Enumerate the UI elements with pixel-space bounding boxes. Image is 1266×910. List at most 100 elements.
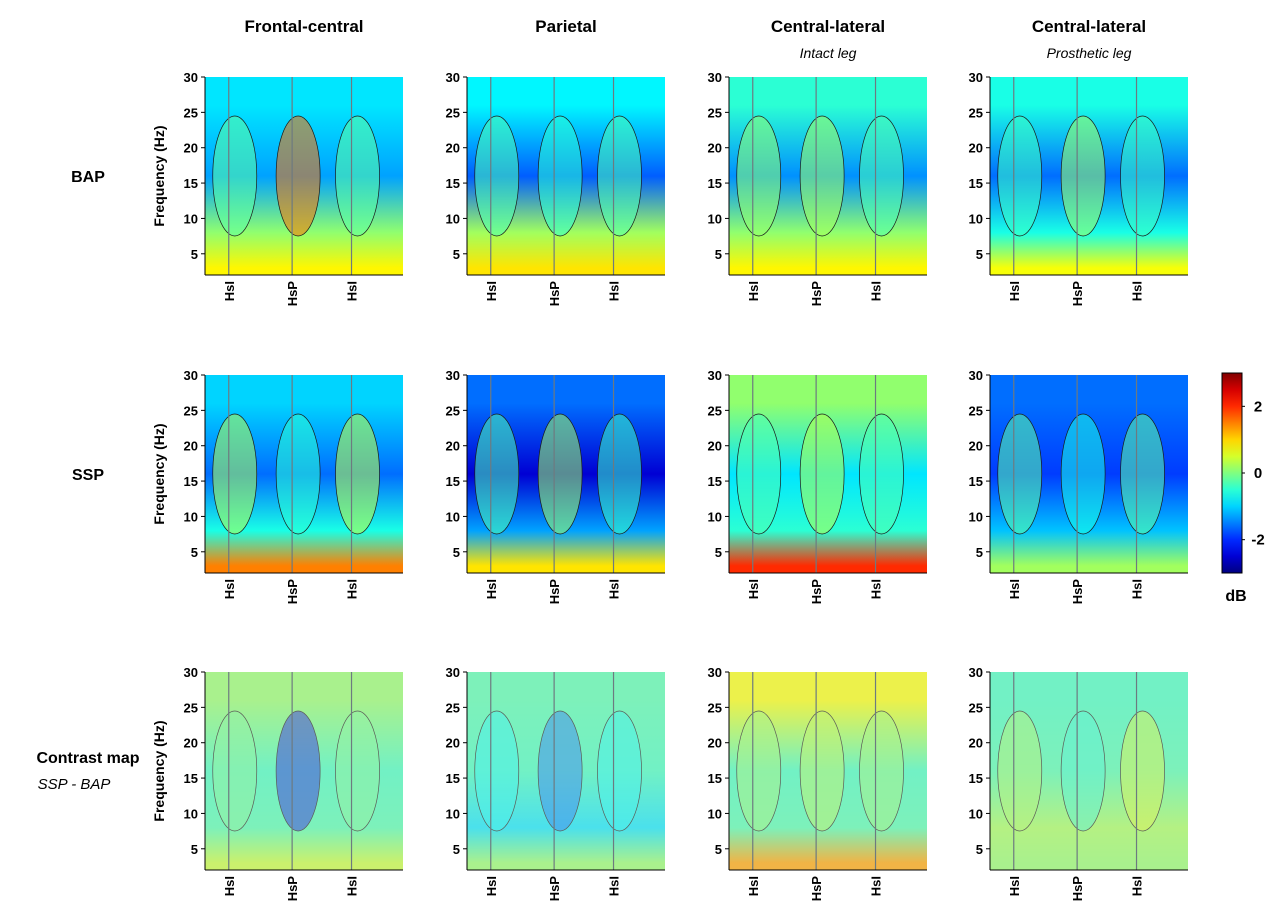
heatmap-blob [1060, 413, 1106, 535]
y-tick-label: 20 [184, 439, 198, 454]
y-tick-label: 20 [708, 736, 722, 751]
event-label: HsI [222, 876, 237, 896]
event-label: HsI [746, 876, 761, 896]
column-title: Central-lateral [1032, 17, 1146, 36]
y-tick-label: 5 [976, 545, 983, 560]
tf-panel: HsI HsP HsI 5 10 15 20 25 30 [446, 665, 665, 901]
heatmap-blob [1120, 115, 1165, 237]
y-axis-label: Frequency (Hz) [151, 423, 167, 524]
colorbar-unit: dB [1225, 588, 1246, 605]
tf-panel: HsI HsP HsI 5 10 15 20 25 30 [969, 368, 1188, 604]
y-tick-label: 25 [969, 403, 983, 418]
colorbar-tick-label: 0 [1254, 465, 1262, 482]
heatmap-blob [1060, 710, 1106, 832]
y-tick-label: 20 [446, 141, 460, 156]
event-label: HsP [809, 281, 824, 307]
event-label: HsI [746, 281, 761, 301]
heatmap-blob [859, 413, 904, 535]
event-label: HsI [869, 281, 884, 301]
column-title: Central-lateral [771, 17, 885, 36]
heatmap-blob [736, 413, 782, 535]
heatmap-blob [212, 115, 258, 237]
y-tick-label: 15 [184, 176, 198, 191]
heatmap-blob [736, 115, 782, 237]
y-tick-label: 5 [715, 545, 722, 560]
event-label: HsI [1007, 579, 1022, 599]
y-tick-label: 25 [184, 700, 198, 715]
tf-panel: HsI HsP HsI 5 10 15 20 25 30 [708, 70, 927, 306]
event-label: HsI [1007, 281, 1022, 301]
heatmap-blob [212, 413, 258, 535]
y-tick-label: 30 [184, 368, 198, 383]
y-tick-label: 25 [969, 105, 983, 120]
y-tick-label: 25 [708, 403, 722, 418]
heatmap-blob [275, 413, 321, 535]
y-tick-label: 15 [446, 771, 460, 786]
event-label: HsP [809, 579, 824, 605]
heatmap-blob [997, 115, 1043, 237]
y-tick-label: 20 [184, 141, 198, 156]
event-label: HsI [222, 281, 237, 301]
y-tick-label: 30 [446, 70, 460, 85]
event-label: HsI [222, 579, 237, 599]
row-label: Contrast map [36, 750, 139, 767]
heatmap-blob [799, 710, 845, 832]
y-tick-label: 30 [446, 368, 460, 383]
y-tick-label: 5 [976, 247, 983, 262]
event-label: HsI [345, 876, 360, 896]
colorbar-tick-label: 2 [1254, 398, 1262, 415]
y-tick-label: 5 [191, 842, 198, 857]
heatmap-blob [859, 115, 904, 237]
y-tick-label: 20 [708, 439, 722, 454]
y-tick-label: 30 [184, 70, 198, 85]
y-axis-label: Frequency (Hz) [151, 720, 167, 821]
tf-panel: HsI HsP HsI 5 10 15 20 25 30 [969, 70, 1188, 306]
tf-panel: HsI HsP HsI 5 10 15 20 25 30 [969, 665, 1188, 901]
event-label: HsP [1070, 579, 1085, 605]
heatmap-blob [335, 115, 380, 237]
y-tick-label: 20 [708, 141, 722, 156]
event-label: HsP [547, 876, 562, 902]
nonsignificant-mask [990, 672, 1188, 870]
y-tick-label: 15 [708, 771, 722, 786]
y-tick-label: 25 [184, 403, 198, 418]
event-label: HsI [869, 876, 884, 896]
event-label: HsI [345, 281, 360, 301]
y-tick-label: 30 [446, 665, 460, 680]
event-label: HsP [547, 579, 562, 605]
event-label: HsI [484, 579, 499, 599]
heatmap-blob [1120, 710, 1165, 832]
event-label: HsP [285, 876, 300, 902]
y-tick-label: 30 [708, 665, 722, 680]
y-tick-label: 10 [708, 211, 722, 226]
y-tick-label: 10 [446, 806, 460, 821]
event-label: HsI [607, 579, 622, 599]
y-tick-label: 20 [969, 439, 983, 454]
y-tick-label: 5 [191, 247, 198, 262]
tf-panel: HsI HsP HsI 5 10 15 20 25 30 [708, 368, 927, 604]
row-label: SSP [72, 467, 104, 484]
y-tick-label: 10 [184, 806, 198, 821]
nonsignificant-mask [467, 672, 665, 870]
y-tick-label: 30 [969, 70, 983, 85]
heatmap-blob [597, 115, 642, 237]
y-tick-label: 20 [446, 439, 460, 454]
tf-panel: HsI HsP HsI 5 10 15 20 25 30 Frequency (Hz) [151, 70, 403, 306]
y-tick-label: 5 [976, 842, 983, 857]
y-tick-label: 30 [708, 368, 722, 383]
colorbar-tick-label: -2 [1251, 532, 1264, 549]
y-tick-label: 15 [708, 176, 722, 191]
heatmap-blob [1060, 115, 1106, 237]
nonsignificant-mask [205, 672, 403, 870]
column-subtitle: Prosthetic leg [1047, 45, 1132, 61]
heatmap-blob [997, 413, 1043, 535]
y-tick-label: 10 [969, 211, 983, 226]
y-tick-label: 5 [453, 842, 460, 857]
y-tick-label: 15 [708, 474, 722, 489]
heatmap-blob [859, 710, 904, 832]
event-label: HsI [607, 281, 622, 301]
heatmap-blob [474, 710, 520, 832]
y-tick-label: 10 [708, 509, 722, 524]
y-tick-label: 15 [969, 176, 983, 191]
y-tick-label: 25 [969, 700, 983, 715]
